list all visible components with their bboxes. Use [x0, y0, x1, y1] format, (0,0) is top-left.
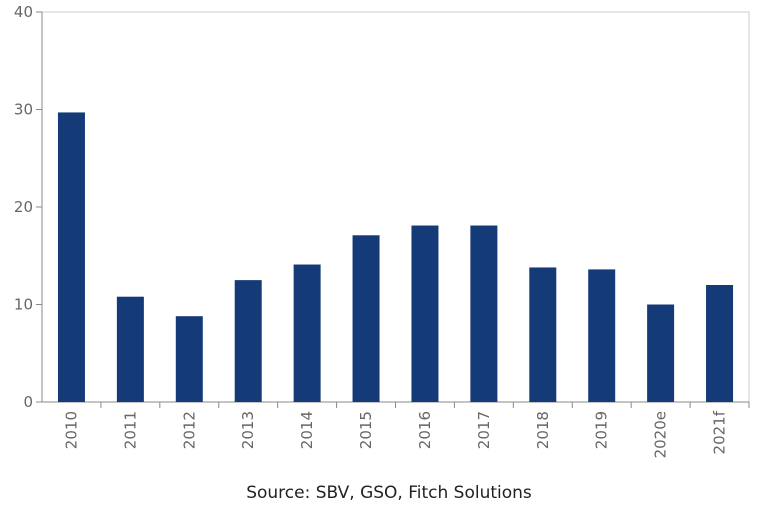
bar-2015: [352, 235, 380, 402]
bar-2016: [411, 225, 439, 402]
x-tick-label-2012: 2012: [180, 411, 198, 449]
x-tick-label-2020e: 2020e: [652, 411, 670, 458]
x-tick-label-2019: 2019: [593, 411, 611, 449]
bar-2021f: [706, 285, 734, 402]
bar-2017: [470, 225, 498, 402]
x-tick-label-2017: 2017: [475, 411, 493, 449]
x-tick-label-2021f: 2021f: [711, 410, 729, 454]
bar-2012: [175, 316, 203, 402]
x-axis-ticks: 2010 2011 2012 2013 2014 2015 2016 2017 2018 2019…: [62, 402, 750, 458]
bar-2011: [116, 296, 144, 402]
x-tick-label-2014: 2014: [298, 411, 316, 449]
bar-2010: [57, 112, 85, 403]
source-note: Source: SBV, GSO, Fitch Solutions: [246, 483, 532, 503]
bar-2020e: [647, 304, 675, 402]
bar-2014: [293, 264, 321, 402]
y-tick-label: 0: [23, 393, 33, 411]
bars-group: [57, 112, 734, 403]
x-tick-label-2011: 2011: [121, 411, 139, 449]
plot-area-frame: [41, 11, 750, 403]
y-axis-ticks: 0 10 20 30 40: [14, 3, 42, 411]
bar-2019: [588, 269, 616, 402]
bar-2013: [234, 280, 262, 402]
x-tick-label-2015: 2015: [357, 411, 375, 449]
bar-2018: [529, 267, 557, 402]
y-tick-label: 10: [14, 296, 33, 314]
x-tick-label-2013: 2013: [239, 411, 257, 449]
y-tick-label: 30: [14, 101, 33, 119]
x-tick-label-2016: 2016: [416, 411, 434, 449]
y-tick-label: 20: [14, 198, 33, 216]
x-tick-label-2010: 2010: [62, 411, 80, 449]
x-tick-label-2018: 2018: [534, 411, 552, 449]
y-tick-label: 40: [14, 3, 33, 21]
